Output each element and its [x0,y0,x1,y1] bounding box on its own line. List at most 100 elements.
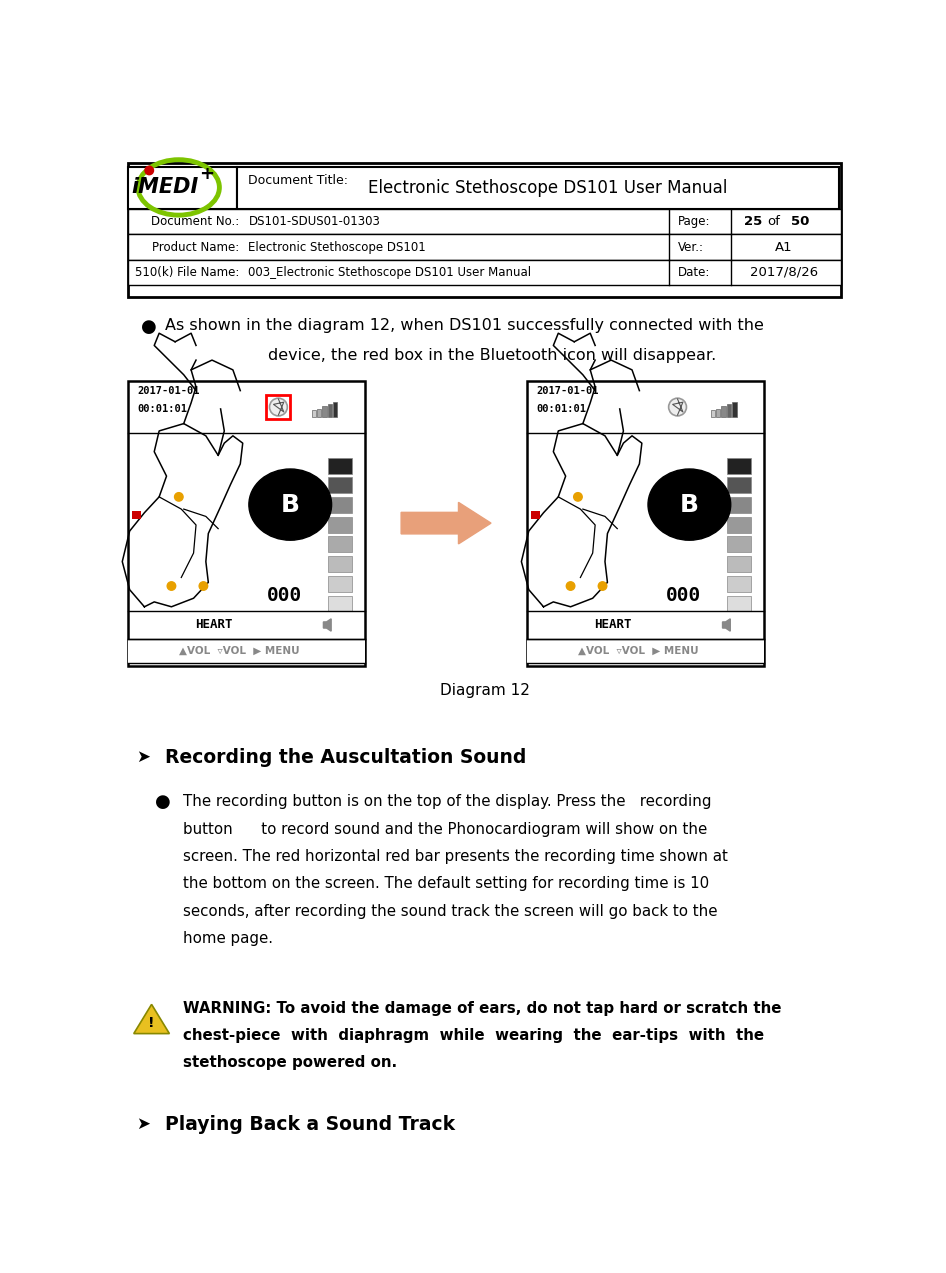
Text: B: B [281,493,300,517]
Text: 2017-01-01: 2017-01-01 [536,386,599,396]
Bar [716,409,720,418]
Text: ●: ● [142,317,157,336]
Bar [722,406,726,418]
Text: A1: A1 [775,241,793,253]
Circle shape [270,398,288,416]
Text: DS101-SDUS01-01303: DS101-SDUS01-01303 [249,215,380,228]
Text: Date:: Date: [677,266,710,279]
Circle shape [598,582,606,591]
Text: ➤: ➤ [136,749,150,766]
Bar [328,596,352,611]
Text: Ver.:: Ver.: [677,241,704,253]
Text: +: + [199,164,214,182]
Circle shape [167,582,176,591]
Bar [333,402,338,418]
Text: screen. The red horizontal red bar presents the recording time shown at: screen. The red horizontal red bar prese… [183,849,727,864]
Text: Product Name:: Product Name: [152,241,239,253]
Circle shape [175,493,184,502]
Bar [727,498,751,513]
Text: stethoscope powered on.: stethoscope powered on. [183,1055,396,1071]
Text: seconds, after recording the sound track the screen will go back to the: seconds, after recording the sound track… [183,904,717,919]
Text: Page:: Page: [677,215,710,228]
Text: Document No.:: Document No.: [151,215,239,228]
Bar [727,517,751,532]
Text: chest-piece  with  diaphragm  while  wearing  the  ear-tips  with  the: chest-piece with diaphragm while wearing… [183,1027,763,1043]
Bar [236,167,839,209]
Circle shape [200,582,208,591]
Text: WARNING: To avoid the damage of ears, do not tap hard or scratch the: WARNING: To avoid the damage of ears, do… [183,1001,781,1016]
Text: The recording button is on the top of the display. Press the   recording: The recording button is on the top of th… [183,794,711,810]
Polygon shape [324,619,331,631]
Bar [528,381,763,666]
Text: B: B [680,493,699,517]
Text: HEART: HEART [594,619,631,631]
Bar [323,406,326,418]
Bar [328,498,352,513]
Ellipse shape [249,468,332,540]
Bar [727,477,751,494]
Circle shape [573,493,582,502]
Text: ➤: ➤ [136,1115,150,1133]
Polygon shape [133,1004,169,1034]
Bar [732,402,737,418]
Text: Diagram 12: Diagram 12 [440,682,530,698]
Bar [132,510,141,519]
Bar [129,167,236,209]
Bar [328,404,332,418]
Bar [727,536,751,552]
Text: home page.: home page. [183,931,272,946]
Text: 000: 000 [666,587,701,605]
Ellipse shape [648,468,730,540]
Polygon shape [723,619,730,631]
Bar [129,639,365,663]
Bar [328,575,352,592]
Bar [328,517,352,532]
Text: the bottom on the screen. The default setting for recording time is 10: the bottom on the screen. The default se… [183,876,709,891]
Text: ●: ● [155,793,171,811]
Bar [727,556,751,572]
Bar [311,410,316,418]
Bar [710,410,715,418]
Bar [129,381,365,666]
Text: Electronic Stethoscope DS101 User Manual: Electronic Stethoscope DS101 User Manual [368,178,727,197]
Bar [727,458,751,474]
Text: Document Title:: Document Title: [249,174,348,187]
Circle shape [669,398,687,416]
Text: Playing Back a Sound Track: Playing Back a Sound Track [165,1115,455,1134]
Bar [328,477,352,494]
Bar [328,536,352,552]
Bar [328,458,352,474]
Bar [129,260,841,285]
Text: iMEDI: iMEDI [131,177,199,197]
Bar [317,409,322,418]
Bar [727,404,731,418]
Bar [727,596,751,611]
Text: 2017/8/26: 2017/8/26 [750,266,818,279]
Text: 510(k) File Name:: 510(k) File Name: [134,266,239,279]
Text: As shown in the diagram 12, when DS101 successfully connected with the: As shown in the diagram 12, when DS101 s… [165,317,763,332]
Bar [129,234,841,260]
Text: button      to record sound and the Phonocardiogram will show on the: button to record sound and the Phonocard… [183,821,707,836]
Circle shape [145,167,153,174]
Text: 2017-01-01: 2017-01-01 [137,386,201,396]
Text: HEART: HEART [195,619,232,631]
Bar [532,510,540,519]
Text: device, the red box in the Bluetooth icon will disappear.: device, the red box in the Bluetooth ico… [269,349,717,363]
Text: ▲VOL  ▿VOL  ▶ MENU: ▲VOL ▿VOL ▶ MENU [179,645,300,656]
Bar [267,395,290,419]
Text: ▲VOL  ▿VOL  ▶ MENU: ▲VOL ▿VOL ▶ MENU [578,645,699,656]
FancyArrow shape [401,503,491,544]
Circle shape [567,582,575,591]
Text: 000: 000 [267,587,302,605]
Bar [528,639,763,663]
Bar [328,556,352,572]
Text: 00:01:01: 00:01:01 [536,404,587,414]
Bar [129,163,841,297]
Text: 00:01:01: 00:01:01 [137,404,187,414]
Text: 25: 25 [745,215,762,228]
Bar [727,575,751,592]
Text: Recording the Auscultation Sound: Recording the Auscultation Sound [165,749,526,766]
Text: Electronic Stethoscope DS101: Electronic Stethoscope DS101 [249,241,427,253]
Text: of: of [768,215,780,228]
Text: 003_Electronic Stethoscope DS101 User Manual: 003_Electronic Stethoscope DS101 User Ma… [249,266,532,279]
